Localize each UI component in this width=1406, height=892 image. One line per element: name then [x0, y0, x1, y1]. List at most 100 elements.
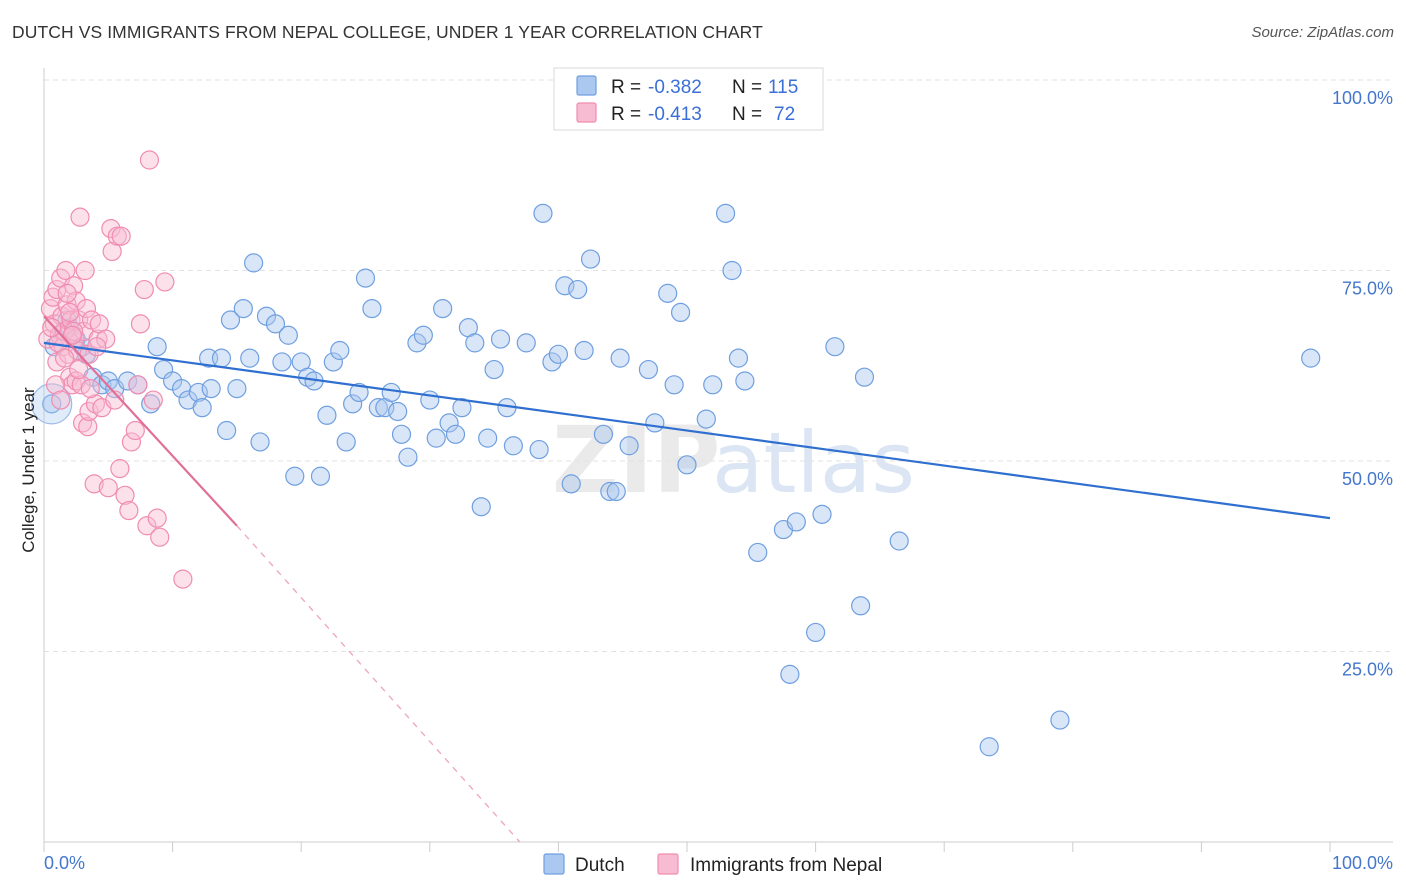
dutch-point-85: [619, 436, 639, 456]
dutch-point-48: [362, 299, 382, 319]
dutch-point-78: [568, 279, 588, 300]
nepal-point-62: [60, 302, 80, 323]
dutch-point-96: [728, 348, 749, 368]
legend-swatch-dutch: [576, 75, 597, 96]
nepal-point-27: [75, 260, 95, 281]
dutch-point-66: [478, 428, 498, 448]
dutch-point-15: [147, 337, 167, 357]
dutch-point-40: [310, 466, 331, 486]
y-tick-labels: 25.0% 50.0% 75.0% 100.0%: [1332, 88, 1393, 680]
dutch-point-28: [233, 299, 253, 319]
dutch-point-31: [250, 432, 270, 452]
dutch-point-82: [600, 481, 620, 502]
bottom-legend-label-nepal: Immigrants from Nepal: [690, 855, 882, 876]
dutch-point-70: [503, 436, 523, 456]
dutch-point-33: [265, 314, 286, 334]
nepal-point-67: [80, 379, 100, 399]
dutch-point-51: [381, 382, 401, 403]
dutch-point-91: [677, 455, 697, 475]
dutch-point-74: [542, 352, 562, 372]
nepal-point-15: [61, 310, 81, 330]
nepal-point-23: [70, 207, 90, 227]
watermark-atlas: atlas: [712, 414, 915, 512]
legend-n-value-nepal: 72: [774, 104, 795, 125]
nepal-point-11: [56, 260, 76, 281]
legend-r-label-dutch: R =: [611, 77, 646, 98]
dutch-point-10: [98, 371, 118, 391]
dutch-point-21: [192, 398, 212, 418]
y-axis-label: College, Under 1 year: [19, 387, 38, 553]
series-legend: Dutch Immigrants from Nepal: [543, 853, 882, 876]
nepal-point-30: [79, 401, 99, 422]
dutch-point-108: [979, 737, 999, 757]
nepal-point-46: [115, 485, 135, 505]
dutch-point-35: [278, 325, 298, 345]
bottom-legend-label-dutch: Dutch: [575, 855, 625, 876]
legend-r-value-dutch: -0.382: [648, 77, 702, 98]
nepal-point-54: [139, 150, 160, 170]
source-label: Source: ZipAtlas.com: [1251, 24, 1394, 41]
legend-n-value-dutch: 115: [768, 77, 798, 98]
dutch-point-42: [323, 352, 343, 372]
dutch-point-98: [748, 542, 768, 563]
dutch-point-27: [227, 379, 247, 399]
dutch-point-79: [574, 340, 594, 361]
correlation-legend: R = -0.382 N = 115 R = -0.413 N = 72: [553, 67, 824, 131]
dutch-point-65: [471, 497, 491, 517]
dutch-point-26: [220, 310, 241, 330]
nepal-point-71: [42, 318, 62, 338]
dutch-point-95: [722, 260, 742, 281]
dutch-point-75: [548, 344, 569, 364]
nepal-point-59: [173, 569, 193, 589]
dutch-point-55: [407, 333, 427, 353]
nepal-point-49: [125, 420, 145, 441]
dutch-point-97: [735, 371, 755, 391]
legend-r-label-nepal: R =: [611, 104, 646, 125]
legend-swatch-nepal: [576, 102, 597, 123]
dutch-point-44: [336, 432, 356, 452]
nepal-point-65: [51, 390, 71, 410]
trend-lines: [43, 315, 1331, 843]
nepal-trend-line: [43, 315, 238, 527]
nepal-point-66: [69, 359, 89, 380]
legend-r-value-nepal: -0.413: [648, 104, 702, 125]
dutch-points: [31, 203, 1321, 757]
dutch-point-67: [484, 359, 504, 380]
y-tick-label-2: 75.0%: [1342, 279, 1393, 299]
bottom-legend-swatch-nepal: [657, 853, 679, 875]
nepal-point-41: [102, 241, 122, 262]
dutch-point-89: [664, 375, 684, 395]
dutch-point-58: [426, 428, 446, 448]
dutch-point-73: [533, 203, 553, 223]
dutch-point-87: [645, 413, 665, 433]
legend-n-label-dutch: N =: [732, 77, 767, 98]
nepal-points: [38, 150, 193, 589]
dutch-point-94: [715, 203, 736, 223]
dutch-point-36: [285, 466, 305, 486]
dutch-point-61: [445, 424, 466, 444]
dutch-point-54: [398, 447, 418, 467]
nepal-point-44: [110, 459, 130, 479]
nepal-point-47: [119, 500, 139, 521]
nepal-point-48: [121, 432, 142, 452]
dutch-point-43: [330, 340, 350, 361]
nepal-point-42: [105, 390, 125, 410]
nepal-point-39: [98, 478, 118, 498]
y-tick-label-0: 25.0%: [1342, 660, 1393, 680]
axes: [43, 68, 1393, 852]
dutch-point-large: [31, 383, 73, 425]
nepal-point-69: [57, 283, 77, 303]
nepal-point-53: [137, 516, 157, 536]
nepal-point-40: [101, 218, 121, 239]
nepal-point-45: [111, 226, 131, 246]
dutch-point-29: [240, 348, 260, 368]
nepal-point-57: [150, 527, 170, 547]
dutch-point-101: [786, 512, 806, 532]
dutch-point-72: [529, 439, 549, 460]
dutch-point-93: [703, 375, 723, 395]
y-tick-label-3: 100.0%: [1332, 88, 1393, 108]
legend-n-label-nepal: N =: [732, 104, 767, 125]
dutch-point-71: [516, 333, 536, 353]
dutch-point-34: [272, 352, 292, 372]
